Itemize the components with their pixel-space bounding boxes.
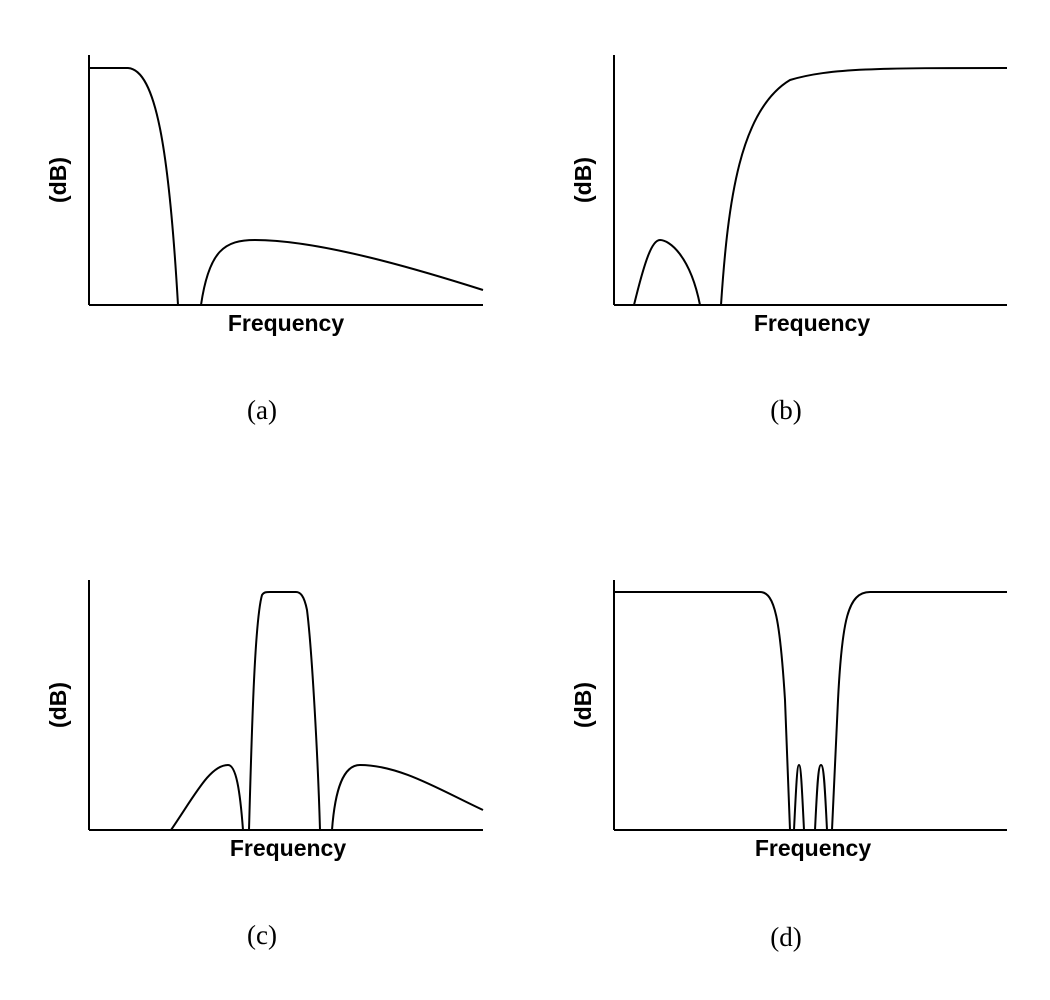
response-curve: [89, 67, 179, 306]
panel-a: (dB) Frequency (a): [45, 55, 484, 425]
panel-c: (dB) Frequency (c): [45, 580, 484, 950]
caption: (c): [247, 920, 277, 950]
response-curve: [248, 591, 321, 831]
response-curve: [331, 763, 484, 831]
response-curve: [814, 763, 828, 831]
caption: (b): [770, 395, 801, 425]
y-label: (dB): [45, 157, 71, 203]
response-curve: [793, 763, 805, 831]
response-curve: [720, 67, 1008, 306]
response-curve: [614, 591, 791, 831]
x-label: Frequency: [755, 835, 872, 861]
caption: (d): [770, 922, 801, 952]
response-curve: [633, 238, 701, 306]
x-label: Frequency: [754, 310, 871, 336]
y-label: (dB): [45, 682, 71, 728]
panel-d: (dB) Frequency (d): [570, 580, 1007, 952]
response-curve: [200, 238, 484, 306]
panel-b: (dB) Frequency (b): [570, 55, 1008, 425]
x-label: Frequency: [228, 310, 345, 336]
caption: (a): [247, 395, 277, 425]
response-curve: [170, 763, 244, 831]
x-label: Frequency: [230, 835, 347, 861]
y-label: (dB): [570, 157, 596, 203]
y-label: (dB): [570, 682, 596, 728]
response-curve: [831, 591, 1007, 831]
